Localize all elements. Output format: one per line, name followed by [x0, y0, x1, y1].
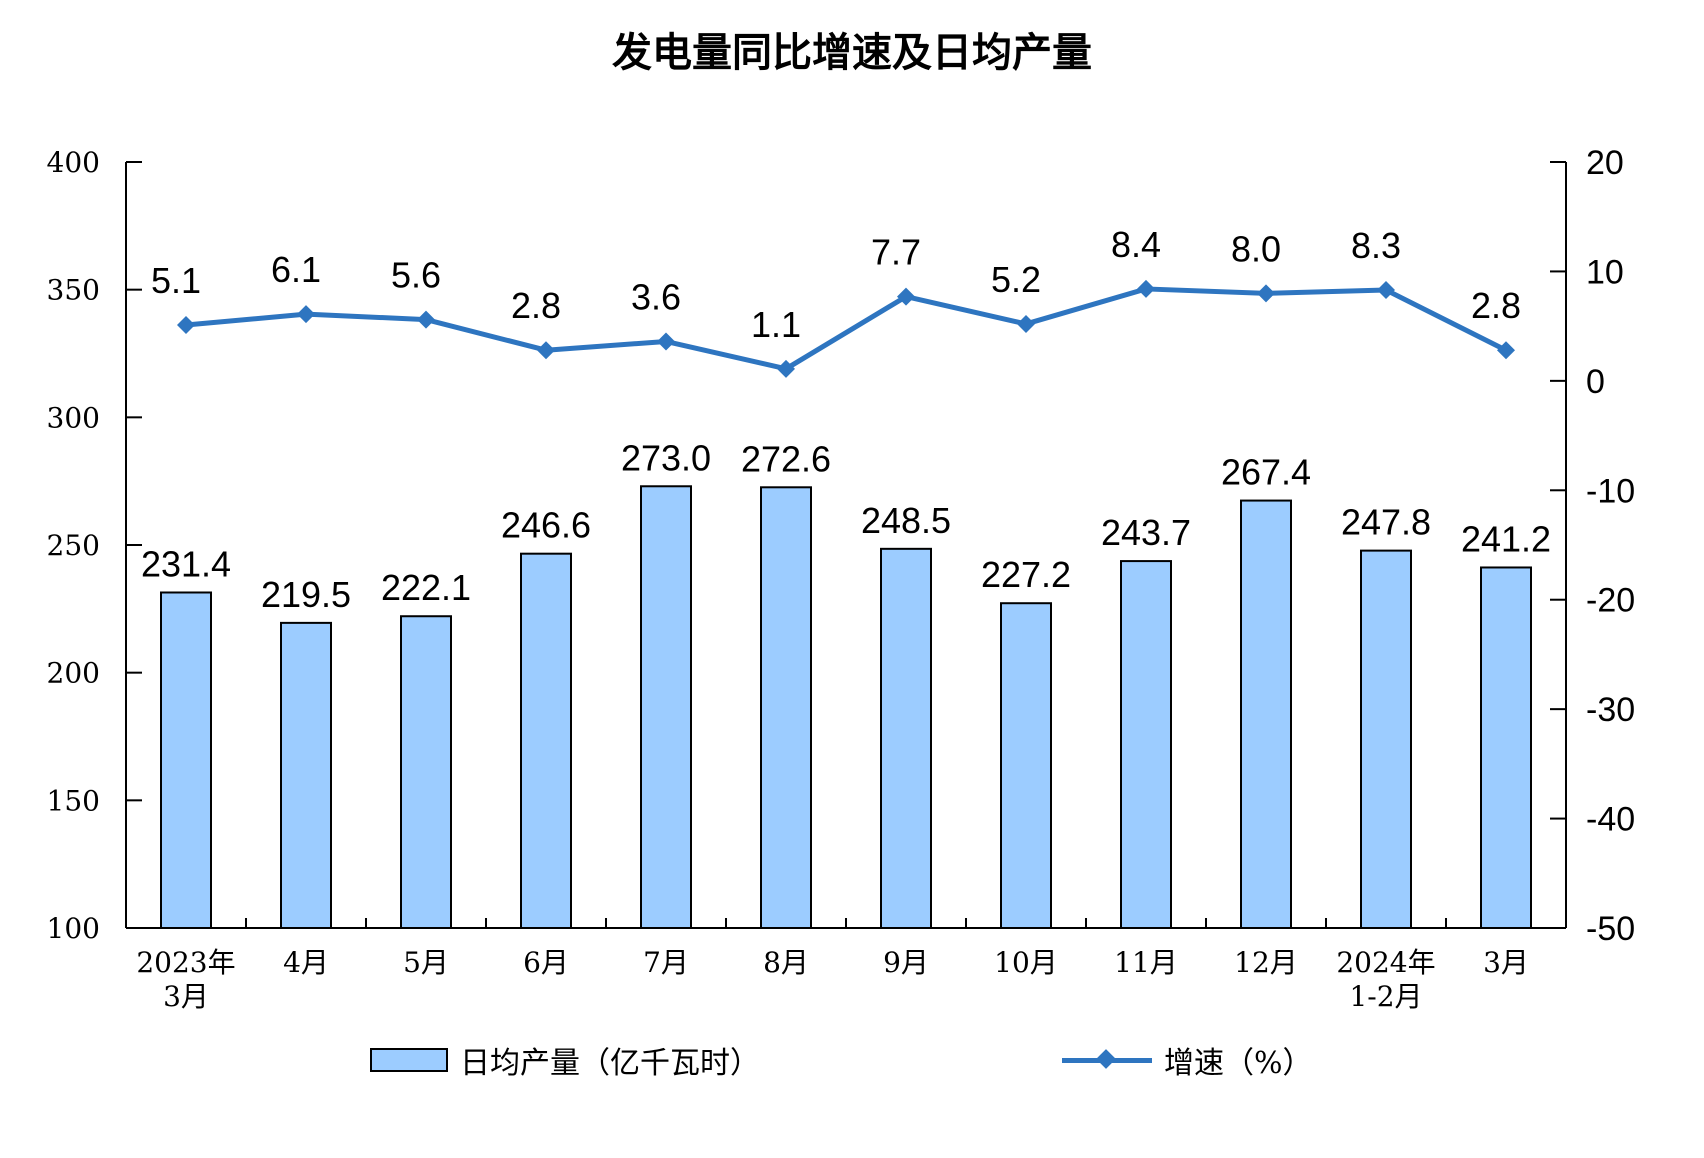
x-tick-label: 5月	[403, 946, 449, 979]
bar-data-label: 267.4	[1221, 452, 1311, 493]
legend: 日均产量（亿千瓦时） 增速（%）	[0, 1038, 1704, 1088]
line-data-label: 2.8	[1471, 285, 1521, 326]
line-marker	[1497, 341, 1515, 360]
line-data-label: 5.6	[391, 255, 441, 296]
line-data-label: 6.1	[271, 249, 321, 290]
line-marker	[657, 332, 675, 351]
bar-data-label: 273.0	[621, 437, 711, 478]
y-right-tick-label: -10	[1586, 472, 1635, 510]
bar	[640, 485, 692, 929]
legend-label-line: 增速（%）	[1164, 1046, 1313, 1081]
legend-swatch-line	[1062, 1048, 1152, 1072]
bar	[160, 591, 212, 929]
line-marker	[777, 359, 795, 378]
y-left-tick-label: 250	[47, 529, 100, 562]
line-data-label: 8.3	[1351, 225, 1401, 266]
line-marker	[1017, 314, 1035, 333]
legend-item-line: 增速（%）	[1062, 1038, 1313, 1082]
x-tick-label: 3月	[1483, 946, 1529, 979]
x-tick-label: 2023年	[136, 946, 235, 979]
bar-data-label: 248.5	[861, 500, 951, 541]
bar	[400, 615, 452, 929]
line-data-label: 3.6	[631, 276, 681, 317]
bar	[880, 547, 932, 930]
bar	[760, 486, 812, 929]
bar-labels: 231.4 219.5 222.1 246.6 273.0 272.6 248.5 227.2…	[141, 437, 1551, 615]
legend-label-bar: 日均产量（亿千瓦时）	[460, 1046, 760, 1081]
chart-title: 发电量同比增速及日均产量	[612, 30, 1092, 76]
bar-data-label: 222.1	[381, 567, 471, 608]
x-tick-label: 3月	[163, 980, 209, 1013]
bar-data-label: 227.2	[981, 554, 1071, 595]
y-left-tick-label: 300	[47, 401, 100, 434]
bar	[1360, 549, 1412, 929]
line-data-label: 1.1	[751, 304, 801, 345]
bar	[1000, 602, 1052, 929]
x-tick-label: 9月	[883, 946, 929, 979]
bar	[1480, 566, 1532, 930]
y-right-tick-label: 0	[1586, 363, 1605, 401]
line-labels: 5.1 6.1 5.6 2.8 3.6 1.1 7.7 5.2 8.4 8.0 8.3 2.8	[151, 224, 1521, 345]
bar	[280, 621, 332, 929]
bar-data-label: 272.6	[741, 438, 831, 479]
x-tick-label: 1-2月	[1349, 980, 1422, 1013]
line-data-label: 8.0	[1231, 228, 1281, 269]
line-data-label: 7.7	[871, 232, 921, 273]
line-marker	[537, 341, 555, 360]
line-marker	[1137, 279, 1155, 298]
line-data-label: 5.1	[151, 260, 201, 301]
x-tick-label: 4月	[283, 946, 329, 979]
line-series	[177, 279, 1515, 378]
bar-data-label: 243.7	[1101, 512, 1191, 553]
y-left-tick-label: 100	[47, 912, 100, 945]
line-marker	[1257, 284, 1275, 303]
line-marker	[897, 287, 915, 306]
y-left-tick-label: 150	[47, 784, 100, 817]
x-tick-label: 10月	[994, 946, 1058, 979]
y-right-tick-label: -20	[1586, 582, 1635, 620]
y-right-tick-label: -40	[1586, 801, 1635, 839]
x-tick-label: 8月	[763, 946, 809, 979]
x-tick-label: 2024年	[1336, 946, 1435, 979]
axes: 100 150 200 250 300 350 400 -50 -40 -30 -20 -10 0 10 2…	[47, 144, 1636, 948]
bar-data-label: 219.5	[261, 574, 351, 615]
x-tick-label: 6月	[523, 946, 569, 979]
bars	[160, 485, 1532, 930]
line-marker	[177, 316, 195, 335]
bar	[1240, 499, 1292, 929]
line-data-label: 5.2	[991, 259, 1041, 300]
x-tick-label: 12月	[1234, 946, 1298, 979]
bar-data-label: 246.6	[501, 505, 591, 546]
y-right-tick-label: -50	[1586, 910, 1635, 948]
line-marker	[417, 310, 435, 329]
legend-item-bar: 日均产量（亿千瓦时）	[370, 1038, 760, 1082]
line-marker	[1377, 281, 1395, 300]
y-right-tick-label: 20	[1586, 144, 1624, 182]
bar	[520, 552, 572, 929]
bar-data-label: 247.8	[1341, 502, 1431, 543]
y-left-tick-label: 350	[47, 274, 100, 307]
bar-data-label: 241.2	[1461, 518, 1551, 559]
y-left-tick-label: 200	[47, 657, 100, 690]
growth-line	[185, 286, 1508, 372]
line-marker	[297, 305, 315, 324]
bar-data-label: 231.4	[141, 543, 231, 584]
y-right-tick-label: 10	[1586, 253, 1624, 291]
bar	[1120, 560, 1172, 929]
legend-swatch-bar	[370, 1048, 448, 1072]
x-tick-label: 11月	[1114, 946, 1178, 979]
line-data-label: 8.4	[1111, 224, 1161, 265]
y-left-tick-label: 400	[47, 146, 100, 179]
y-right-tick-label: -30	[1586, 691, 1635, 729]
line-data-label: 2.8	[511, 285, 561, 326]
x-tick-label: 7月	[643, 946, 689, 979]
